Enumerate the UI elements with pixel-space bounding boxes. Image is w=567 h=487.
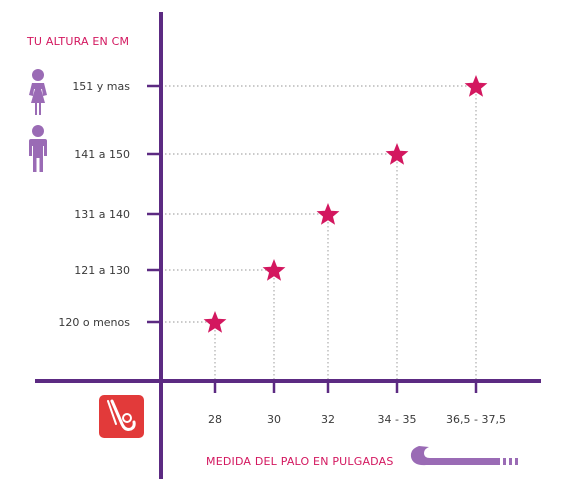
y-axis-title: TU ALTURA EN CM xyxy=(26,35,129,48)
female-person-icon xyxy=(29,69,47,115)
x-tick-label: 32 xyxy=(321,413,335,426)
star-marker xyxy=(464,75,488,97)
x-tick-label: 34 - 35 xyxy=(378,413,417,426)
y-tick-label: 141 a 150 xyxy=(74,148,130,161)
hockey-stick-icon xyxy=(410,446,518,466)
x-tick-label: 36,5 - 37,5 xyxy=(446,413,506,426)
guide-lines xyxy=(165,85,477,379)
star-marker xyxy=(262,259,286,281)
x-axis-title: MEDIDA DEL PALO EN PULGADAS xyxy=(206,455,394,468)
star-marker xyxy=(203,311,227,333)
male-person-icon xyxy=(29,125,47,172)
data-markers xyxy=(203,75,488,333)
x-ticks: 28 30 32 34 - 35 36,5 - 37,5 xyxy=(208,381,506,426)
star-marker xyxy=(385,143,409,165)
y-tick-label: 131 a 140 xyxy=(74,208,130,221)
y-tick-label: 120 o menos xyxy=(58,316,130,329)
y-tick-label: 151 y mas xyxy=(72,80,130,93)
x-tick-label: 30 xyxy=(267,413,281,426)
hockey-stick-badge-icon xyxy=(99,395,144,438)
y-ticks: 120 o menos 121 a 130 131 a 140 141 a 150 15… xyxy=(58,80,161,329)
x-tick-label: 28 xyxy=(208,413,222,426)
star-marker xyxy=(316,203,340,225)
y-tick-label: 121 a 130 xyxy=(74,264,130,277)
